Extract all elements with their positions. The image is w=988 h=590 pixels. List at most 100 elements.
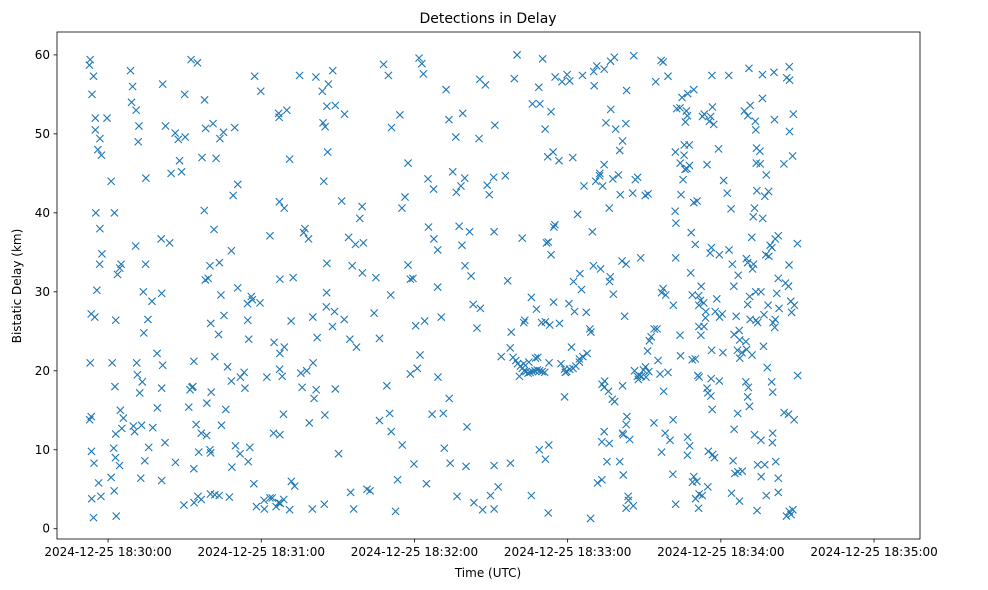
data-point-135 xyxy=(225,493,234,502)
data-point-647 xyxy=(753,460,762,469)
y-tick-label-6: 60 xyxy=(35,48,50,62)
data-point-114 xyxy=(205,445,214,454)
data-point-41 xyxy=(107,473,116,482)
data-point-493 xyxy=(671,148,680,157)
data-point-150 xyxy=(249,479,258,488)
data-point-412 xyxy=(598,182,607,190)
data-point-327 xyxy=(528,367,537,376)
data-point-584 xyxy=(732,312,741,321)
data-point-290 xyxy=(457,241,466,250)
data-point-438 xyxy=(610,397,619,406)
data-point-375 xyxy=(544,508,553,517)
data-point-400 xyxy=(590,81,599,90)
data-point-181 xyxy=(287,317,296,326)
data-point-79 xyxy=(153,403,162,412)
data-point-562 xyxy=(708,103,717,112)
data-point-569 xyxy=(711,307,720,316)
data-point-356 xyxy=(520,316,529,325)
data-point-238 xyxy=(386,290,395,299)
data-point-671 xyxy=(785,62,794,71)
data-point-268 xyxy=(424,223,433,232)
data-point-402 xyxy=(592,61,601,70)
data-point-628 xyxy=(743,392,752,401)
data-point-473 xyxy=(647,332,656,341)
data-point-593 xyxy=(729,456,738,465)
data-point-152 xyxy=(256,87,265,96)
data-point-256 xyxy=(411,321,420,330)
data-point-597 xyxy=(727,489,736,498)
data-point-102 xyxy=(201,124,210,133)
data-point-120 xyxy=(209,119,217,128)
data-point-392 xyxy=(582,308,591,317)
data-point-195 xyxy=(304,234,313,243)
data-point-86 xyxy=(180,90,189,99)
data-point-439 xyxy=(600,383,609,392)
data-point-573 xyxy=(715,377,724,386)
data-point-45 xyxy=(128,82,137,91)
data-point-31 xyxy=(111,316,120,325)
data-point-308 xyxy=(490,227,499,236)
data-point-580 xyxy=(725,245,734,254)
data-point-43 xyxy=(112,512,121,521)
data-point-419 xyxy=(616,190,625,199)
data-point-472 xyxy=(645,336,654,345)
data-point-486 xyxy=(651,77,660,86)
data-point-248 xyxy=(387,123,396,132)
data-point-160 xyxy=(274,498,283,507)
data-point-80 xyxy=(148,423,157,432)
data-point-596 xyxy=(738,467,747,476)
data-point-227 xyxy=(346,488,355,497)
data-point-12 xyxy=(95,260,104,269)
data-point-97 xyxy=(194,448,203,457)
data-point-366 xyxy=(555,319,564,328)
data-point-476 xyxy=(654,356,663,365)
data-point-2 xyxy=(89,72,98,81)
data-point-133 xyxy=(236,449,245,458)
data-point-666 xyxy=(771,457,780,466)
data-point-475 xyxy=(653,324,662,333)
data-point-75 xyxy=(157,289,166,298)
data-point-645 xyxy=(756,436,765,445)
data-point-278 xyxy=(446,459,455,468)
data-point-530 xyxy=(671,500,680,509)
data-point-258 xyxy=(416,351,425,359)
data-point-30 xyxy=(117,260,126,269)
data-point-452 xyxy=(618,429,627,438)
data-point-454 xyxy=(622,412,631,421)
data-point-456 xyxy=(615,457,624,466)
data-point-681 xyxy=(790,415,799,424)
data-point-602 xyxy=(746,101,755,110)
data-point-78 xyxy=(157,384,166,393)
data-point-683 xyxy=(787,510,796,519)
data-point-637 xyxy=(761,250,770,259)
data-point-590 xyxy=(738,348,747,357)
data-point-657 xyxy=(772,289,781,298)
data-point-352 xyxy=(568,153,577,162)
data-point-277 xyxy=(440,444,449,453)
data-point-194 xyxy=(305,418,314,427)
data-point-353 xyxy=(578,71,587,80)
data-point-376 xyxy=(557,359,566,368)
data-point-396 xyxy=(573,210,582,219)
data-point-336 xyxy=(533,353,542,362)
data-point-408 xyxy=(600,160,609,169)
data-point-432 xyxy=(605,277,614,286)
data-point-540 xyxy=(700,322,708,331)
data-point-518 xyxy=(691,240,700,249)
data-point-24 xyxy=(89,513,98,522)
data-point-108 xyxy=(205,261,214,270)
data-point-266 xyxy=(423,174,432,183)
data-point-250 xyxy=(404,159,413,168)
data-point-572 xyxy=(718,348,727,357)
data-point-100 xyxy=(197,495,206,504)
data-point-267 xyxy=(429,185,438,194)
data-point-179 xyxy=(285,155,294,164)
data-point-506 xyxy=(661,290,670,299)
data-point-389 xyxy=(570,307,579,316)
data-point-641 xyxy=(763,363,772,372)
data-point-343 xyxy=(541,125,550,134)
data-point-500 xyxy=(679,175,688,184)
data-point-295 xyxy=(473,324,481,333)
data-points xyxy=(85,50,802,523)
data-point-371 xyxy=(535,445,544,454)
